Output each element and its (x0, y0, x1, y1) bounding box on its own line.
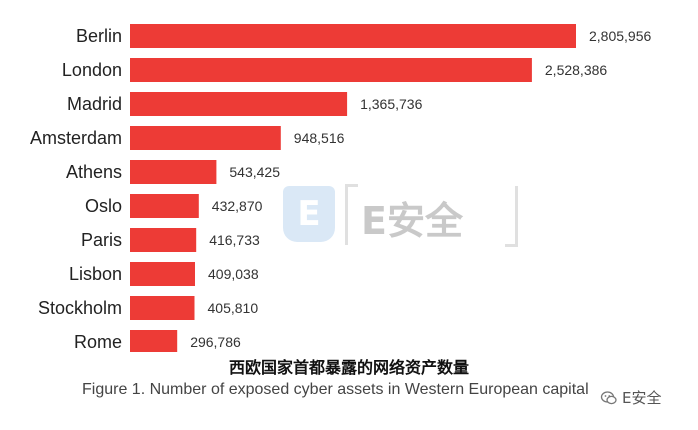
bar-rome (130, 330, 178, 352)
category-label-rome: Rome (74, 332, 122, 352)
credit-text: E安全 (622, 389, 662, 407)
bars-group: Berlin 2,805,956 London 2,528,386 Madrid 1,36… (30, 24, 651, 352)
value-label-berlin: 2,805,956 (589, 28, 651, 44)
bar-stockholm (130, 296, 195, 320)
category-label-paris: Paris (81, 230, 122, 250)
credit: E安全 (600, 387, 661, 408)
bar-london (130, 58, 532, 82)
value-label-amsterdam: 948,516 (294, 130, 345, 146)
bar-amsterdam (130, 126, 281, 150)
value-label-rome: 296,786 (190, 334, 241, 350)
category-label-amsterdam: Amsterdam (30, 128, 122, 148)
value-label-madrid: 1,365,736 (360, 96, 422, 112)
category-label-madrid: Madrid (67, 94, 122, 114)
category-label-oslo: Oslo (85, 196, 122, 216)
category-label-berlin: Berlin (76, 26, 122, 46)
bar-paris (130, 228, 197, 252)
caption-chinese: 西欧国家首都暴露的网络资产数量 (228, 358, 469, 377)
value-label-london: 2,528,386 (545, 62, 607, 78)
value-label-oslo: 432,870 (212, 198, 263, 214)
category-label-stockholm: Stockholm (38, 298, 122, 318)
bar-oslo (130, 194, 199, 218)
value-label-paris: 416,733 (209, 232, 260, 248)
bar-madrid (130, 92, 348, 116)
value-label-stockholm: 405,810 (208, 300, 259, 316)
wechat-icon (600, 390, 617, 404)
category-label-athens: Athens (66, 162, 122, 182)
bar-athens (130, 160, 217, 184)
bar-lisbon (130, 262, 195, 286)
bar-chart: Berlin 2,805,956 London 2,528,386 Madrid 1,36… (30, 24, 651, 352)
category-label-london: London (62, 60, 122, 80)
value-label-athens: 543,425 (229, 164, 280, 180)
value-label-lisbon: 409,038 (208, 266, 259, 282)
category-label-lisbon: Lisbon (69, 264, 122, 284)
bar-berlin (130, 24, 576, 48)
caption-english: Figure 1. Number of exposed cyber assets… (82, 381, 589, 398)
